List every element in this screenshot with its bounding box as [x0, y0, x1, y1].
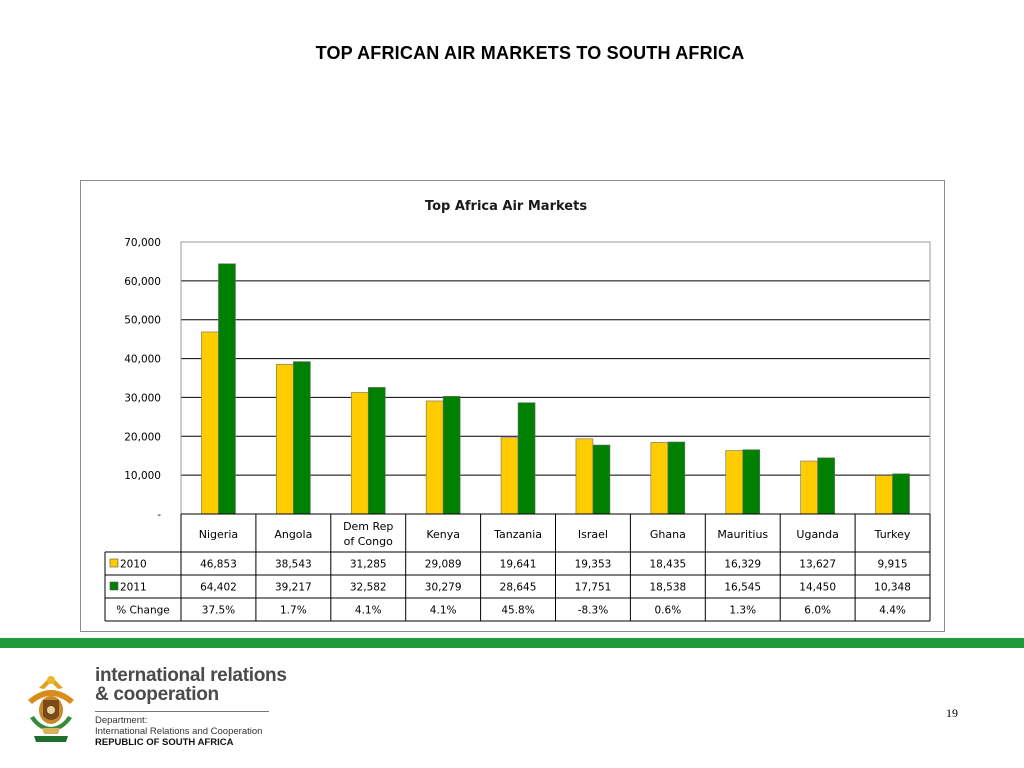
y-tick-label: 10,000	[124, 470, 161, 482]
brand-rule	[95, 711, 269, 712]
dept-country: REPUBLIC OF SOUTH AFRICA	[95, 737, 234, 748]
bar-2011-2	[293, 361, 311, 515]
category-label: Dem Rep	[343, 520, 393, 533]
bar-2011-9	[817, 457, 835, 515]
change-label: -8.3%	[578, 605, 608, 617]
change-label: 37.5%	[202, 605, 235, 617]
change-label: 4.1%	[355, 605, 382, 617]
y-tick-label: 50,000	[124, 315, 161, 327]
legend-label-2010: 2010	[120, 559, 147, 571]
chart-frame: Top Africa Air Markets - 10,000 20,000 30,00…	[80, 180, 945, 632]
category-label: of Congo	[344, 535, 393, 548]
data-label: 19,641	[500, 559, 537, 571]
bar-2011-6	[592, 444, 611, 515]
bar-2010-10	[875, 475, 893, 515]
bar-2010-7	[650, 442, 669, 515]
category-label: Israel	[578, 528, 608, 541]
data-label: 19,353	[575, 559, 612, 571]
data-label: 16,545	[724, 582, 761, 594]
data-label: 9,915	[878, 559, 908, 571]
data-label: 10,348	[874, 582, 911, 594]
y-tick-label: 70,000	[124, 237, 161, 249]
chart-title: Top Africa Air Markets	[425, 199, 587, 214]
legend-swatch-2011	[109, 581, 119, 591]
data-label: 46,853	[200, 559, 237, 571]
data-label: 32,582	[350, 582, 387, 594]
bar-2010-9	[800, 460, 818, 515]
bar-2011-8	[742, 449, 761, 515]
bar-2011-3	[367, 387, 386, 515]
data-label: 39,217	[275, 582, 312, 594]
y-tick-label: 40,000	[124, 354, 161, 366]
change-label: 6.0%	[804, 605, 831, 617]
bar-2011-1	[218, 263, 236, 515]
category-label: Kenya	[426, 528, 460, 541]
change-label: 0.6%	[655, 605, 682, 617]
brand-line2: & cooperation	[95, 684, 219, 705]
legend-label-2011: 2011	[120, 582, 147, 594]
data-label: 28,645	[500, 582, 537, 594]
bar-2011-10	[892, 473, 910, 515]
change-row-label: % Change	[116, 605, 170, 617]
page-number: 19	[946, 706, 958, 720]
dept-name: International Relations and Cooperation	[95, 726, 263, 737]
bar-2010-4	[425, 400, 444, 515]
data-label: 29,089	[425, 559, 462, 571]
data-label: 14,450	[799, 582, 836, 594]
data-label: 31,285	[350, 559, 387, 571]
change-label: 1.3%	[729, 605, 756, 617]
coat-of-arms-icon	[22, 670, 80, 750]
brand-line1: international relations	[95, 665, 287, 686]
category-label: Nigeria	[199, 528, 238, 541]
bar-2010-1	[201, 331, 219, 515]
category-label: Mauritius	[717, 528, 768, 541]
bar-2010-5	[500, 437, 519, 515]
y-tick-label: 30,000	[124, 392, 161, 404]
y-tick-label: 60,000	[124, 276, 161, 288]
bar-2010-2	[276, 363, 294, 515]
data-label: 38,543	[275, 559, 312, 571]
category-label: Uganda	[796, 528, 838, 541]
bar-2011-7	[667, 441, 686, 515]
footer-divider	[0, 638, 1024, 648]
slide-title: TOP AFRICAN AIR MARKETS TO SOUTH AFRICA	[315, 43, 745, 63]
bar-2011-4	[442, 396, 461, 515]
data-label: 13,627	[799, 559, 836, 571]
data-label: 17,751	[575, 582, 612, 594]
y-tick-label: 20,000	[124, 431, 161, 443]
category-label: Turkey	[874, 528, 911, 541]
change-label: 4.4%	[879, 605, 906, 617]
legend-swatch-2010	[109, 558, 119, 568]
category-label: Ghana	[650, 528, 686, 541]
bar-2010-6	[575, 438, 594, 515]
y-tick-label: -	[157, 509, 161, 521]
change-label: 1.7%	[280, 605, 307, 617]
change-label: 4.1%	[430, 605, 457, 617]
category-label: Tanzania	[493, 528, 542, 541]
bar-2010-8	[725, 450, 744, 515]
data-label: 16,329	[724, 559, 761, 571]
data-label: 18,538	[649, 582, 686, 594]
category-label: Angola	[274, 528, 312, 541]
data-label: 64,402	[200, 582, 237, 594]
data-label: 30,279	[425, 582, 462, 594]
bar-2011-5	[517, 402, 536, 515]
bar-chart: Top Africa Air Markets - 10,000 20,000 30,00…	[104, 199, 931, 622]
change-label: 45.8%	[501, 605, 534, 617]
data-label: 18,435	[649, 559, 686, 571]
bar-2010-3	[350, 392, 369, 515]
footer-brand: international relations & cooperation De…	[95, 666, 287, 748]
dept-label: Department:	[95, 715, 148, 726]
